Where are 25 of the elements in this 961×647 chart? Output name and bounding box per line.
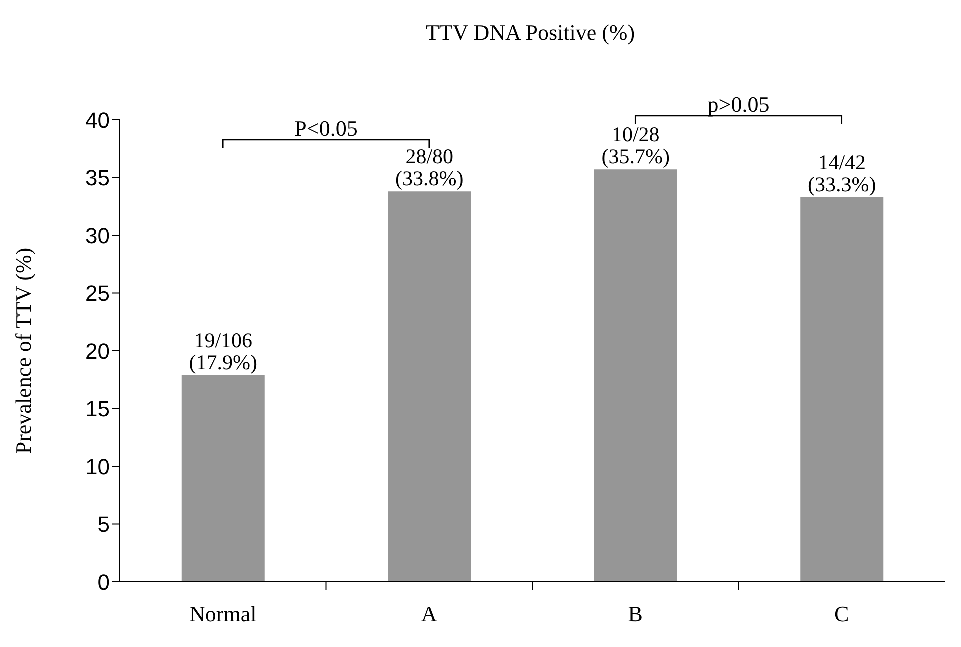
chart-title: TTV DNA Positive (%) <box>424 20 636 46</box>
y-tick-label: 10 <box>86 454 110 480</box>
x-tick-label: C <box>834 602 850 627</box>
y-tick-label: 30 <box>86 223 110 248</box>
y-tick-label: 15 <box>86 396 110 422</box>
y-tick-label: 0 <box>98 570 110 595</box>
bar <box>388 192 472 582</box>
text: p>0.05 <box>708 92 770 117</box>
y-tick-label: 5 <box>98 512 110 538</box>
y-tick-label: 25 <box>86 281 110 306</box>
y-tick-label: 40 <box>86 108 110 133</box>
data-label: 14/42 (33.3%) <box>808 150 876 196</box>
data-label: 28/80 (33.8%) <box>396 144 464 191</box>
annotation: P<0.05 <box>294 116 358 141</box>
data-label: 19/106 (17.9%) <box>189 328 258 374</box>
bar <box>594 170 678 582</box>
bar <box>800 197 884 582</box>
y-tick-label: 35 <box>86 166 110 191</box>
bar <box>182 375 265 582</box>
data-label: 10/28 (35.7%) <box>602 122 670 169</box>
y-axis-title: Prevalence of TTV (%) <box>10 248 36 454</box>
y-tick-label: 20 <box>86 338 110 364</box>
x-tick-label: A <box>421 602 438 627</box>
x-tick-label: Normal <box>190 602 257 627</box>
x-tick-label: B <box>628 602 643 627</box>
